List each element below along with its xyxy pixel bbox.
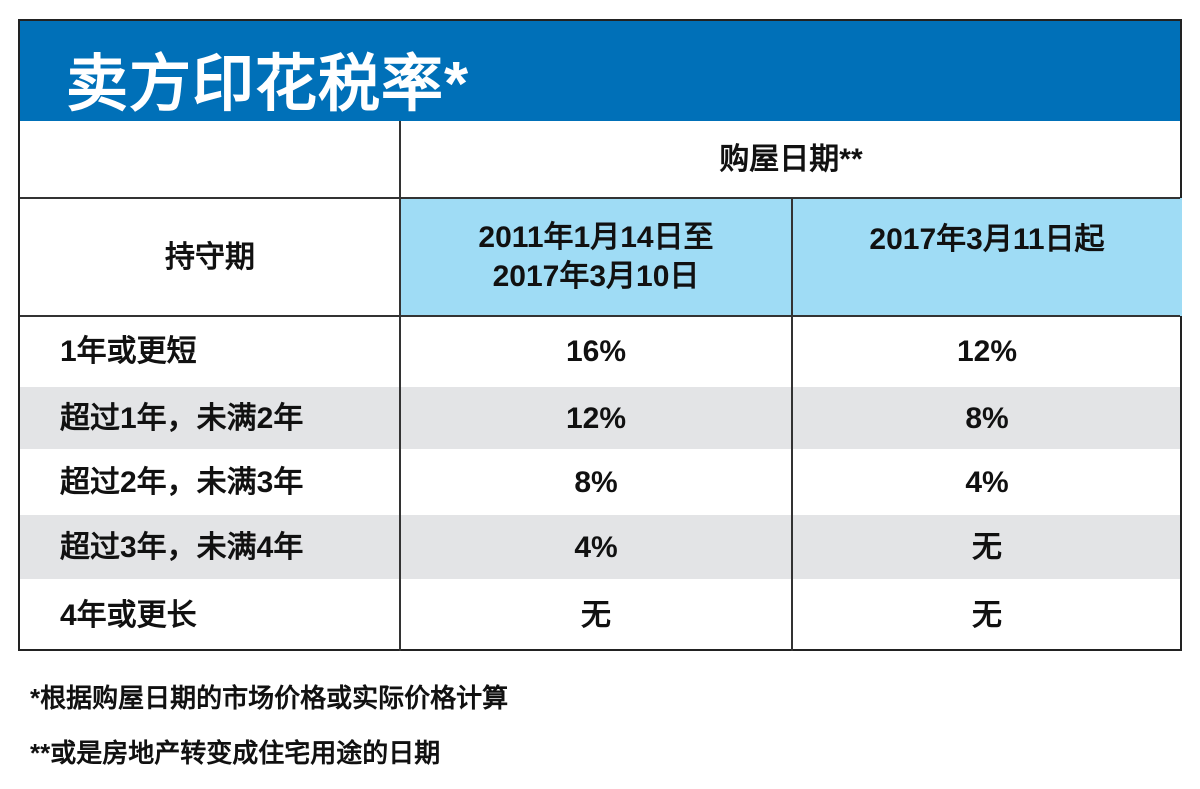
footnote: **或是房地产转变成住宅用途的日期 xyxy=(30,738,441,768)
row-stripe xyxy=(20,387,1180,449)
purchase-date-header: 购屋日期** xyxy=(719,143,863,176)
divider xyxy=(20,315,1180,317)
row-value: 8% xyxy=(965,401,1009,435)
holding-period-header: 持守期 xyxy=(165,240,255,274)
footnote: *根据购屋日期的市场价格或实际价格计算 xyxy=(30,683,509,713)
column-header-line: 2011年1月14日至 xyxy=(478,221,714,254)
row-value: 无 xyxy=(581,598,611,632)
column-header-2011-2017: 2011年1月14日至 2017年3月10日 xyxy=(400,198,792,316)
divider xyxy=(791,198,793,651)
row-value: 12% xyxy=(565,401,627,435)
table-title: 卖方印花税率* xyxy=(66,50,470,119)
divider xyxy=(20,197,1180,199)
column-header-line: 2017年3月11日起 xyxy=(869,223,1105,256)
row-value: 无 xyxy=(972,530,1002,564)
column-header-line: 2017年3月10日 xyxy=(492,260,700,293)
divider xyxy=(399,121,401,651)
row-period: 超过1年，未满2年 xyxy=(60,401,304,435)
column-header-2017-onward: 2017年3月11日起 xyxy=(792,198,1182,316)
stamp-duty-table: 卖方印花税率* 购屋日期** 持守期 2011年1月14日至 2017年3月10… xyxy=(18,19,1182,651)
title-bar: 卖方印花税率* xyxy=(20,21,1180,121)
row-period: 1年或更短 xyxy=(60,335,197,368)
row-value: 4% xyxy=(965,465,1009,499)
row-stripe xyxy=(20,515,1180,579)
row-value: 12% xyxy=(956,335,1018,368)
row-period: 4年或更长 xyxy=(60,598,197,632)
row-value: 4% xyxy=(574,530,618,564)
row-value: 无 xyxy=(972,598,1002,632)
row-value: 8% xyxy=(574,465,618,499)
row-period: 超过2年，未满3年 xyxy=(60,465,304,499)
row-period: 超过3年，未满4年 xyxy=(60,530,304,564)
row-value: 16% xyxy=(565,335,627,368)
